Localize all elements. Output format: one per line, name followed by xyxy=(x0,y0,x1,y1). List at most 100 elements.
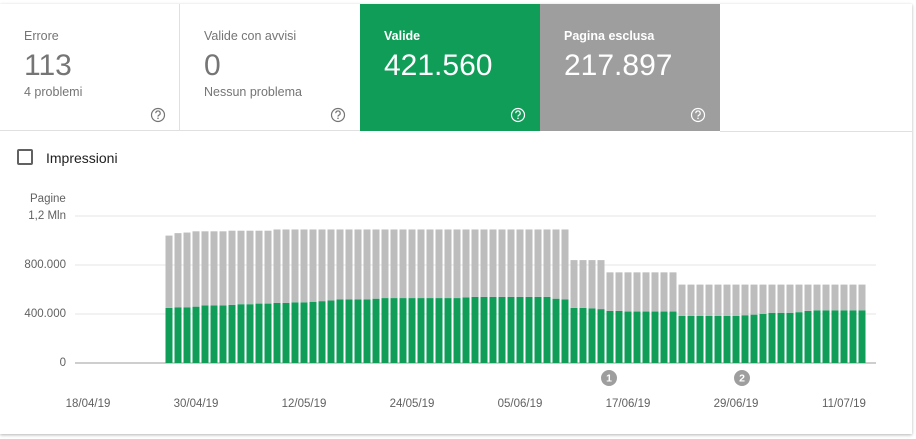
bar-segment xyxy=(363,229,371,300)
bar-segment xyxy=(390,298,398,363)
bar-segment xyxy=(741,315,749,363)
bar-segment xyxy=(336,299,344,363)
x-tick-label: 29/06/19 xyxy=(714,398,759,410)
bar-segment xyxy=(588,308,596,363)
bar-segment xyxy=(291,229,299,303)
bar-segment xyxy=(831,284,839,311)
bar-segment xyxy=(201,231,209,306)
help-icon xyxy=(510,107,526,123)
bar-segment xyxy=(381,298,389,363)
bar-segment xyxy=(237,230,245,305)
bar-segment xyxy=(426,229,434,299)
help-icon-glyph xyxy=(155,110,161,117)
bar-segment xyxy=(183,307,191,363)
bar-segment xyxy=(804,310,812,363)
help-icon-dot xyxy=(337,117,339,120)
bar-segment xyxy=(336,229,344,300)
bar-segment xyxy=(624,272,632,312)
bar-segment xyxy=(192,306,200,363)
status-tile[interactable]: Pagina esclusa 217.897 xyxy=(540,4,720,131)
bar-segment xyxy=(507,229,515,297)
x-tick-label: 11/07/19 xyxy=(822,398,866,410)
bar-segment xyxy=(732,315,740,363)
tile-label: Errore xyxy=(24,29,59,43)
status-tile[interactable]: Errore 113 4 problemi xyxy=(0,4,180,131)
tile-label: Pagina esclusa xyxy=(564,29,655,43)
bar-segment xyxy=(732,284,740,316)
bar-segment xyxy=(381,229,389,299)
bar-segment xyxy=(417,298,425,363)
bar-segment xyxy=(561,299,569,363)
bar-segment xyxy=(489,296,497,363)
bar-segment xyxy=(588,260,596,309)
bar-segment xyxy=(291,302,299,363)
bar-segment xyxy=(615,310,623,363)
bar-segment xyxy=(669,311,677,363)
bar-segment xyxy=(228,304,236,363)
bar-segment xyxy=(849,310,857,363)
divider xyxy=(720,131,912,132)
bar-segment xyxy=(237,304,245,363)
bar-segment xyxy=(858,284,866,311)
y-tick-label: 1,2 Mln xyxy=(28,210,66,222)
bar-segment xyxy=(354,299,362,363)
bar-segment xyxy=(408,229,416,299)
bar-segment xyxy=(498,229,506,297)
bar-segment xyxy=(282,229,290,303)
bar-segment xyxy=(795,284,803,313)
bar-segment xyxy=(777,312,785,363)
bar-segment xyxy=(327,300,335,363)
bar-segment xyxy=(399,298,407,363)
bar-segment xyxy=(579,307,587,363)
bar-segment xyxy=(273,229,281,303)
bar-segment xyxy=(660,272,668,312)
bar-segment xyxy=(705,284,713,316)
y-tick-label: 0 xyxy=(60,357,66,369)
x-tick-label: 30/04/19 xyxy=(174,398,219,410)
bar-segment xyxy=(678,315,686,363)
bar-segment xyxy=(498,296,506,363)
bar-segment xyxy=(462,229,470,298)
help-icon-dot xyxy=(517,117,519,120)
bar-segment xyxy=(615,272,623,311)
bar-segment xyxy=(480,296,488,363)
bar-segment xyxy=(840,310,848,363)
bar-segment xyxy=(543,296,551,363)
bar-segment xyxy=(255,230,263,304)
bar-segment xyxy=(606,272,614,311)
bar-segment xyxy=(642,272,650,312)
bar-segment xyxy=(471,296,479,363)
bar-segment xyxy=(552,298,560,363)
bar-segment xyxy=(606,310,614,363)
checkbox-label[interactable]: Impressioni xyxy=(46,150,118,166)
bar-segment xyxy=(669,272,677,312)
bar-segment xyxy=(507,296,515,363)
bar-segment xyxy=(759,284,767,314)
bar-segment xyxy=(264,230,272,304)
bar-segment xyxy=(183,232,191,308)
bar-segment xyxy=(714,284,722,316)
checkbox[interactable] xyxy=(17,149,33,165)
annotation-label: 1 xyxy=(606,372,612,384)
status-tile[interactable]: Valide 421.560 xyxy=(360,4,540,131)
x-tick-label: 18/04/19 xyxy=(66,398,111,410)
bar-segment xyxy=(534,229,542,297)
x-tick-label: 17/06/19 xyxy=(606,398,651,410)
tile-value: 421.560 xyxy=(384,49,493,82)
bar-segment xyxy=(579,260,587,308)
bar-segment xyxy=(354,229,362,300)
bar-segment xyxy=(831,310,839,363)
help-icon xyxy=(330,107,346,123)
bar-segment xyxy=(813,310,821,363)
bar-segment xyxy=(390,229,398,299)
x-tick-label: 24/05/19 xyxy=(390,398,435,410)
status-tile[interactable]: Valide con avvisi 0 Nessun problema xyxy=(180,4,360,131)
annotation-marker xyxy=(601,370,617,386)
bar-segment xyxy=(228,230,236,305)
help-icon-glyph xyxy=(335,110,341,117)
bar-segment xyxy=(363,299,371,363)
bar-segment xyxy=(849,284,857,311)
bar-segment xyxy=(804,284,812,311)
bar-segment xyxy=(174,307,182,363)
